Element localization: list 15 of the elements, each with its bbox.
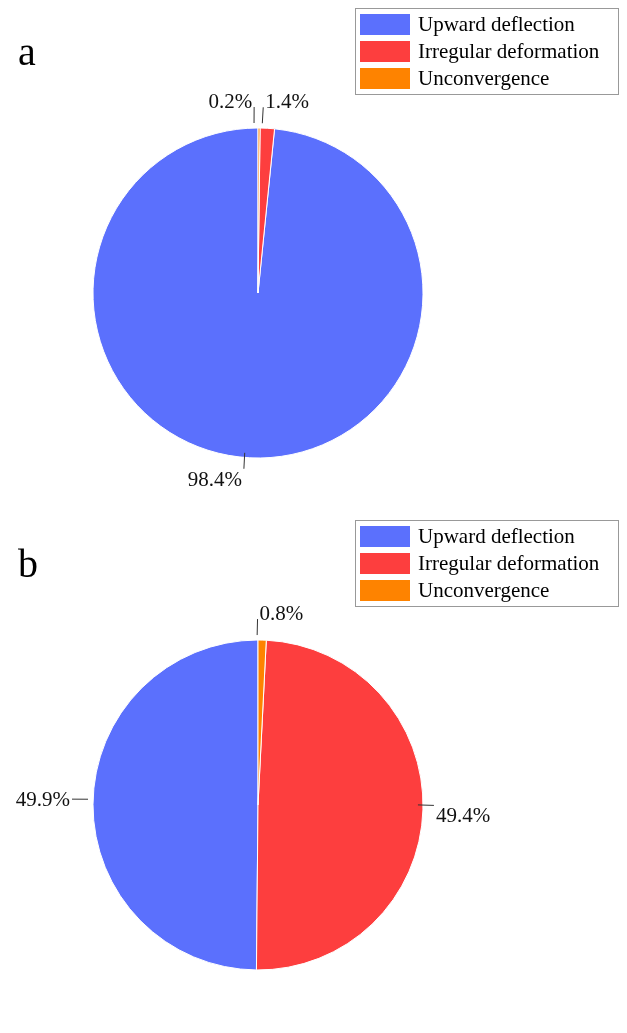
data-label: 49.9%	[15, 787, 70, 812]
legend-label: Upward deflection	[418, 12, 575, 37]
data-label: 0.2%	[208, 89, 253, 113]
data-label: 49.4%	[435, 803, 491, 828]
text: a	[18, 28, 36, 75]
data-label: 1.4%	[265, 89, 309, 114]
text: b	[18, 540, 38, 587]
data-label: 98.4%	[187, 466, 242, 491]
legend-label: Unconvergence	[418, 66, 550, 91]
legend-label: Upward deflection	[418, 524, 575, 549]
legend-label: Irregular deformation	[418, 39, 600, 64]
legend-label: Unconvergence	[418, 578, 550, 603]
data-label: 0.8%	[259, 601, 304, 626]
pie-slice	[92, 127, 424, 459]
legend-label: Irregular deformation	[418, 551, 600, 576]
